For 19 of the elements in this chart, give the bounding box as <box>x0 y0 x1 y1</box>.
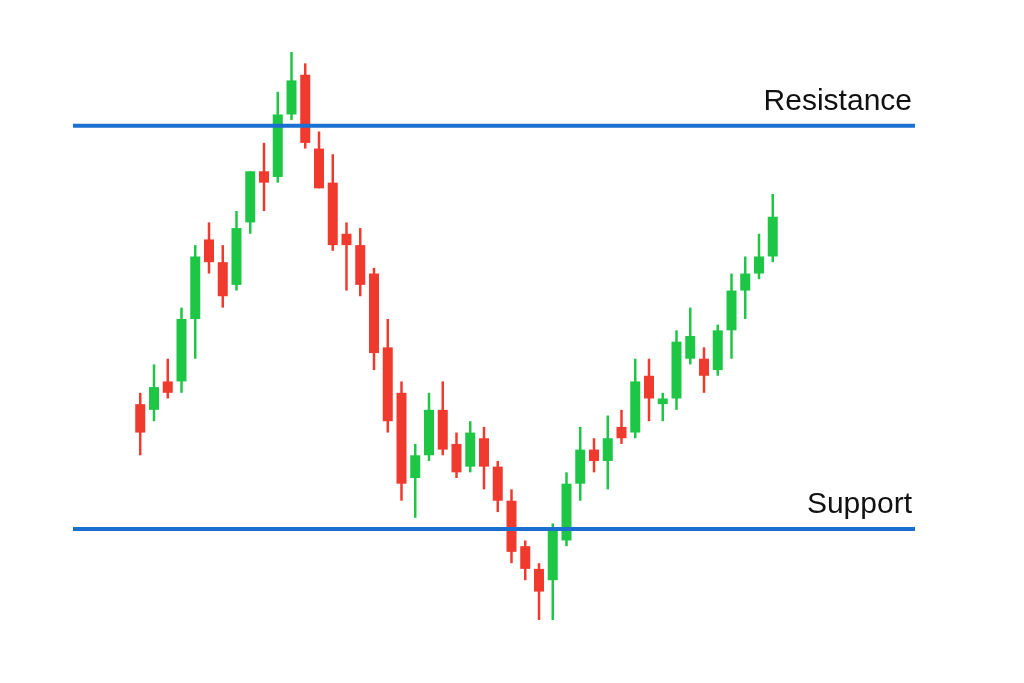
candlestick <box>410 442 421 520</box>
candlestick <box>754 232 764 281</box>
candlestick <box>740 255 751 321</box>
candlestick <box>699 346 709 395</box>
candlestick <box>644 357 654 423</box>
candlestick <box>149 363 159 423</box>
candlestick <box>602 414 613 491</box>
candlestick <box>520 539 531 582</box>
ref-line-label: Support <box>806 486 913 520</box>
candlestick <box>259 141 269 213</box>
candlestick <box>616 408 627 446</box>
candlestick <box>162 357 173 400</box>
candlestick <box>534 561 544 622</box>
candlestick <box>685 306 696 366</box>
candlestick <box>657 391 668 423</box>
candlestick <box>341 221 352 292</box>
candlestick <box>589 436 599 474</box>
candlestick <box>204 221 214 275</box>
ref-line-label: Resistance <box>763 82 912 116</box>
